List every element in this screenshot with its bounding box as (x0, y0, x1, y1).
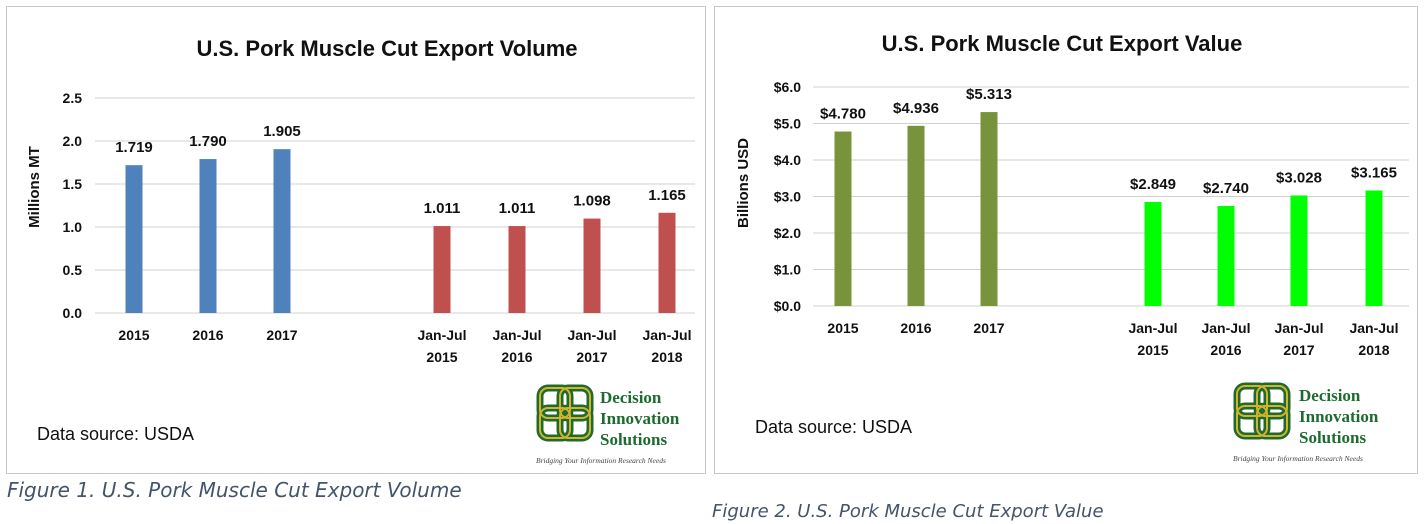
x-tick-label: 2017 (266, 327, 297, 343)
x-tick-label: 2017 (576, 349, 607, 365)
data-source-note: Data source: USDA (37, 424, 194, 444)
data-label: $3.028 (1276, 169, 1322, 186)
data-label: $4.936 (893, 100, 939, 117)
celtic-knot-logo-icon (1233, 382, 1291, 440)
plot-area: 0.0 0.5 1.0 1.5 2.0 2.5 1.719 2015 1.790 2016 1.90… (63, 90, 695, 365)
x-tick-label: Jan-Jul (1349, 320, 1398, 336)
data-label: 1.098 (573, 193, 611, 210)
y-tick-label: $2.0 (774, 225, 801, 241)
logo-line-2: Innovation (600, 409, 680, 428)
logo-line-1: Decision (600, 388, 662, 407)
x-tick-label: Jan-Jul (567, 327, 616, 343)
logo-line-3: Solutions (600, 430, 667, 449)
bar (199, 159, 217, 313)
x-tick-label: 2017 (973, 320, 1004, 336)
data-label: $2.740 (1203, 180, 1249, 197)
data-label: 1.790 (189, 133, 227, 150)
volume-chart: U.S. Pork Muscle Cut Export Volume Milli… (26, 36, 695, 465)
data-label: $3.165 (1351, 164, 1397, 181)
x-tick-label: 2016 (1210, 342, 1241, 358)
data-label: $5.313 (966, 86, 1012, 103)
y-tick-label: 0.0 (63, 305, 83, 321)
bar (508, 226, 526, 313)
y-axis-label: Millions MT (26, 146, 43, 228)
logo-tagline: Bridging Your Information Research Needs (536, 456, 666, 465)
y-tick-label: $6.0 (774, 79, 801, 95)
data-label: 1.905 (263, 123, 301, 140)
bar (1290, 195, 1308, 306)
y-tick-label: 1.5 (63, 176, 83, 192)
data-label: 1.011 (499, 200, 536, 217)
x-tick-label: Jan-Jul (1201, 320, 1250, 336)
data-label: $4.780 (820, 106, 866, 123)
x-tick-label: Jan-Jul (1274, 320, 1323, 336)
chart-title: U.S. Pork Muscle Cut Export Volume (197, 36, 578, 61)
x-tick-label: 2015 (1137, 342, 1168, 358)
value-chart: U.S. Pork Muscle Cut Export Value Billio… (735, 31, 1409, 463)
y-tick-label: 1.0 (63, 219, 83, 235)
y-tick-label: $0.0 (774, 298, 801, 314)
plot-area: $0.0 $1.0 $2.0 $3.0 $4.0 $5.0 $6.0 $4.780 2015 $4… (774, 79, 1409, 358)
chart-title: U.S. Pork Muscle Cut Export Value (882, 31, 1243, 56)
y-tick-label: $3.0 (774, 189, 801, 205)
x-tick-label: 2016 (192, 327, 223, 343)
bar (658, 212, 676, 313)
y-tick-label: $1.0 (774, 262, 801, 278)
x-tick-label: 2016 (900, 320, 931, 336)
x-tick-label: 2015 (827, 320, 858, 336)
x-tick-label: 2018 (651, 349, 682, 365)
x-tick-label: Jan-Jul (492, 327, 541, 343)
y-tick-label: 0.5 (63, 262, 83, 278)
bar (125, 165, 143, 313)
data-label: 1.011 (424, 200, 461, 217)
x-tick-label: 2018 (1358, 342, 1389, 358)
bar (273, 149, 291, 313)
y-axis-label: Billions USD (735, 138, 752, 228)
x-tick-label: 2016 (501, 349, 532, 365)
value-chart-panel: U.S. Pork Muscle Cut Export Value Billio… (714, 6, 1418, 474)
logo-line-3: Solutions (1299, 428, 1366, 447)
data-source-note: Data source: USDA (755, 417, 912, 437)
company-logo: Decision Innovation Solutions Bridging Y… (536, 384, 680, 465)
logo-line-1: Decision (1299, 386, 1361, 405)
celtic-knot-logo-icon (536, 384, 594, 442)
volume-chart-panel: U.S. Pork Muscle Cut Export Volume Milli… (6, 6, 706, 474)
x-tick-label: 2015 (118, 327, 149, 343)
x-tick-label: 2017 (1283, 342, 1314, 358)
bar (1217, 205, 1235, 306)
bar (433, 226, 451, 313)
bar (834, 131, 852, 306)
bar (1365, 190, 1383, 306)
data-label: 1.165 (648, 187, 686, 204)
figure-2-caption: Figure 2. U.S. Pork Muscle Cut Export Va… (712, 501, 1104, 522)
x-tick-label: 2015 (426, 349, 457, 365)
y-tick-label: $5.0 (774, 116, 801, 132)
y-tick-label: 2.5 (63, 90, 83, 106)
data-label: 1.719 (115, 139, 153, 156)
figure-1-caption: Figure 1. U.S. Pork Muscle Cut Export Vo… (7, 478, 462, 502)
bar (907, 125, 925, 306)
bar (980, 112, 998, 306)
x-tick-label: Jan-Jul (642, 327, 691, 343)
bar (1144, 202, 1162, 306)
data-label: $2.849 (1130, 176, 1176, 193)
x-tick-label: Jan-Jul (417, 327, 466, 343)
logo-tagline: Bridging Your Information Research Needs (1233, 454, 1363, 463)
y-tick-label: 2.0 (63, 133, 83, 149)
bar (583, 218, 601, 313)
company-logo: Decision Innovation Solutions Bridging Y… (1233, 382, 1379, 463)
y-tick-label: $4.0 (774, 152, 801, 168)
logo-line-2: Innovation (1299, 407, 1379, 426)
x-tick-label: Jan-Jul (1128, 320, 1177, 336)
